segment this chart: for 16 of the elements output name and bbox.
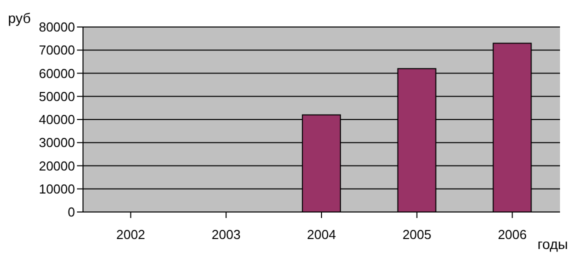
x-tick-label: 2006 <box>498 227 527 242</box>
y-tick-label: 40000 <box>38 112 75 128</box>
y-tick-label: 30000 <box>38 135 75 150</box>
x-axis-title: годы <box>537 236 568 252</box>
y-tick-label: 60000 <box>38 66 75 81</box>
x-tick-label: 2005 <box>402 227 432 242</box>
y-tick-label: 80000 <box>38 20 75 35</box>
y-axis-title: руб <box>8 10 31 26</box>
x-tick-label: 2002 <box>116 227 146 242</box>
y-tick-label: 50000 <box>38 88 75 104</box>
y-tick-label: 0 <box>68 204 75 220</box>
y-tick-label: 10000 <box>38 181 75 196</box>
y-tick-label: 70000 <box>38 42 75 58</box>
x-tick-label: 2003 <box>212 227 241 242</box>
x-tick-label: 2004 <box>307 227 336 242</box>
y-tick-label: 20000 <box>38 158 75 174</box>
